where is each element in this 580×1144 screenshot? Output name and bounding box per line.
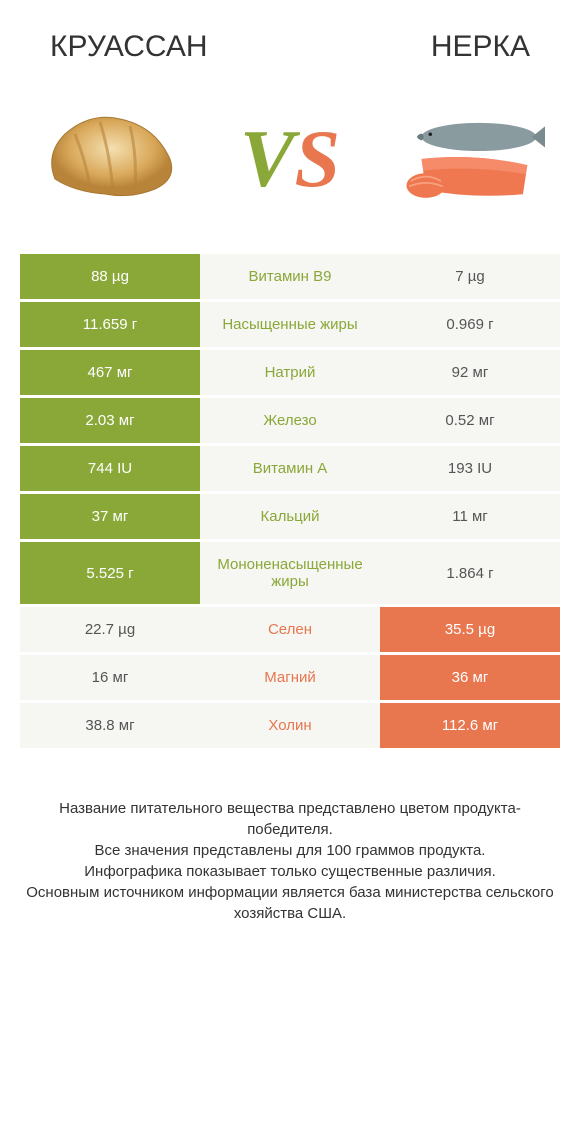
right-value: 112.6 мг (380, 703, 560, 748)
nutrient-label: Холин (200, 703, 380, 748)
nutrient-label: Железо (200, 398, 380, 443)
header-row: КРУАССАН НЕРКА (0, 0, 580, 74)
left-value: 38.8 мг (20, 703, 200, 748)
nutrient-label: Магний (200, 655, 380, 700)
footer-line-3: Инфографика показывает только существенн… (25, 861, 555, 882)
nutrient-label: Натрий (200, 350, 380, 395)
left-value: 744 IU (20, 446, 200, 491)
table-row: 2.03 мгЖелезо0.52 мг (20, 398, 560, 446)
left-value: 5.525 г (20, 542, 200, 604)
table-row: 22.7 µgСелен35.5 µg (20, 607, 560, 655)
left-title: КРУАССАН (50, 30, 208, 64)
table-row: 16 мгМагний36 мг (20, 655, 560, 703)
nutrient-label: Витамин A (200, 446, 380, 491)
footer-line-4: Основным источником информации является … (25, 882, 555, 924)
table-row: 88 µgВитамин B97 µg (20, 254, 560, 302)
nutrient-label: Мононенасыщенные жиры (200, 542, 380, 604)
right-value: 36 мг (380, 655, 560, 700)
images-row: VS (0, 74, 580, 254)
left-value: 467 мг (20, 350, 200, 395)
nutrient-label: Насыщенные жиры (200, 302, 380, 347)
left-value: 2.03 мг (20, 398, 200, 443)
salmon-image (390, 99, 550, 219)
vs-label: VS (240, 118, 340, 200)
right-value: 0.969 г (380, 302, 560, 347)
right-value: 1.864 г (380, 542, 560, 604)
right-value: 11 мг (380, 494, 560, 539)
right-value: 7 µg (380, 254, 560, 299)
footer-line-2: Все значения представлены для 100 граммо… (25, 840, 555, 861)
right-value: 92 мг (380, 350, 560, 395)
right-title: НЕРКА (431, 30, 530, 64)
vs-s: S (295, 113, 341, 204)
nutrient-label: Кальций (200, 494, 380, 539)
table-row: 744 IUВитамин A193 IU (20, 446, 560, 494)
left-value: 16 мг (20, 655, 200, 700)
table-row: 38.8 мгХолин112.6 мг (20, 703, 560, 748)
table-row: 467 мгНатрий92 мг (20, 350, 560, 398)
footer-line-1: Название питательного вещества представл… (25, 798, 555, 840)
right-value: 193 IU (380, 446, 560, 491)
comparison-table: 88 µgВитамин B97 µg11.659 гНасыщенные жи… (20, 254, 560, 748)
salmon-icon (395, 104, 545, 214)
table-row: 5.525 гМононенасыщенные жиры1.864 г (20, 542, 560, 607)
footer-text: Название питательного вещества представл… (0, 748, 580, 944)
nutrient-label: Витамин B9 (200, 254, 380, 299)
left-value: 88 µg (20, 254, 200, 299)
left-value: 22.7 µg (20, 607, 200, 652)
left-value: 11.659 г (20, 302, 200, 347)
croissant-image (30, 99, 190, 219)
nutrient-label: Селен (200, 607, 380, 652)
right-value: 35.5 µg (380, 607, 560, 652)
left-value: 37 мг (20, 494, 200, 539)
croissant-icon (35, 104, 185, 214)
right-value: 0.52 мг (380, 398, 560, 443)
table-row: 37 мгКальций11 мг (20, 494, 560, 542)
vs-v: V (240, 113, 295, 204)
table-row: 11.659 гНасыщенные жиры0.969 г (20, 302, 560, 350)
